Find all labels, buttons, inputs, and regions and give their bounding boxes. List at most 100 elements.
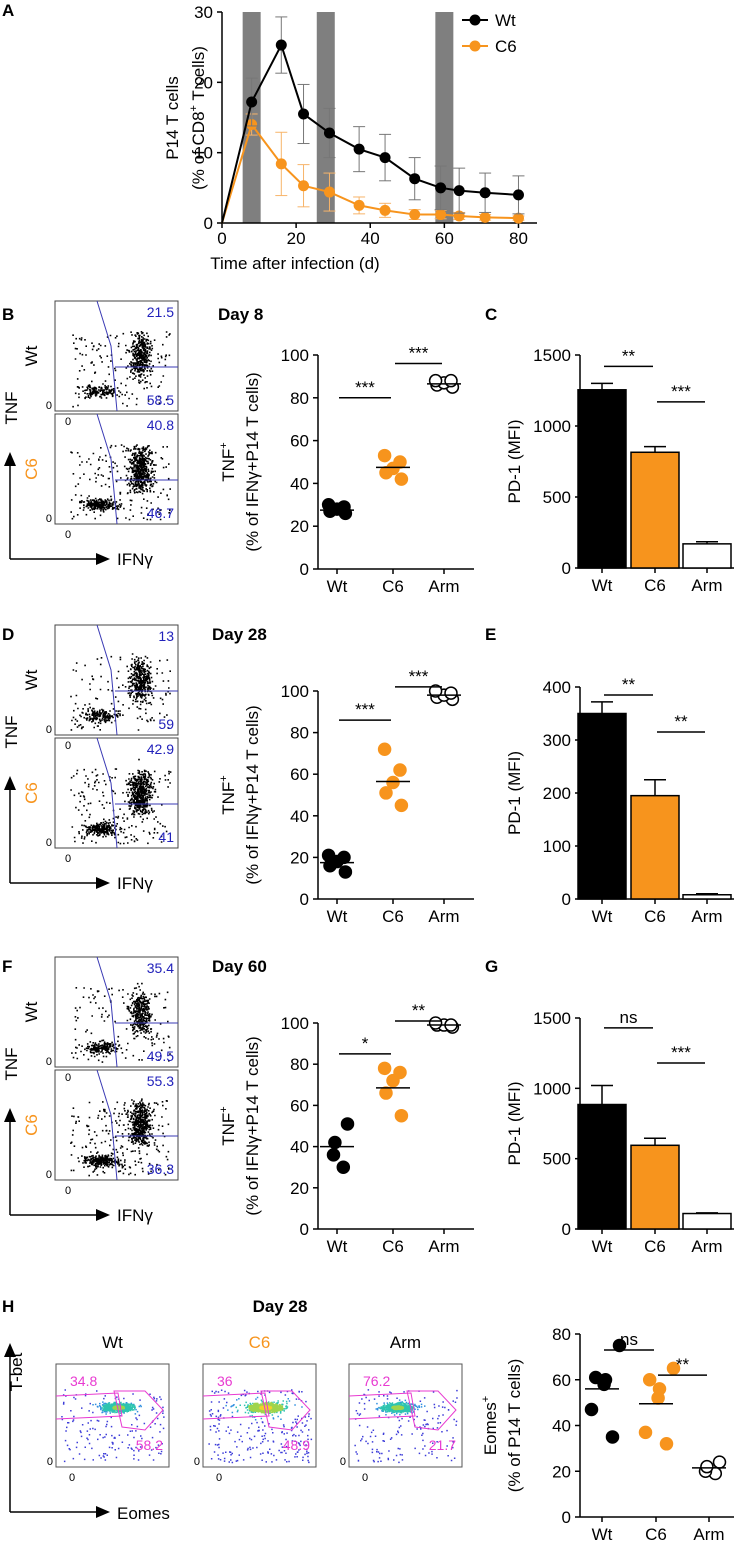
- dot-arm: [428, 684, 443, 698]
- x-tick-label-c6: C6: [644, 576, 666, 595]
- data-point-c6: [435, 209, 447, 221]
- row-label-c6: C6: [22, 1114, 41, 1136]
- axis-zero-y: 0: [46, 513, 52, 525]
- dot-c6: [386, 775, 400, 790]
- panel-label-h: H: [2, 1297, 14, 1316]
- flow-plot-c6: 42.9 41 0 0 C6: [22, 737, 179, 865]
- bar-arm: [682, 894, 732, 900]
- density-layer: [391, 1405, 405, 1411]
- dot-wt: [588, 1370, 603, 1385]
- dot-wt: [326, 1148, 341, 1162]
- quadrant-lower: 41: [158, 829, 174, 845]
- bar-wt: [577, 389, 627, 569]
- axis-zero-y: 0: [47, 1456, 53, 1468]
- y-axis-label-sup: +: [188, 105, 200, 111]
- panel-label-b: B: [2, 305, 14, 324]
- significance-label: **: [622, 346, 636, 365]
- y-tick-label: 1000: [533, 417, 571, 436]
- dot-c6: [394, 798, 409, 813]
- axis-zero-y: 0: [194, 1456, 200, 1468]
- legend: Wt C6: [462, 11, 517, 56]
- dot-c6: [666, 1361, 681, 1376]
- y-axis-label: PD-1 (MFI): [505, 751, 524, 835]
- legend-marker-wt: [469, 14, 481, 26]
- y-tick-label: 300: [543, 731, 571, 750]
- data-point-wt: [435, 182, 447, 194]
- axis-zero-y: 0: [46, 400, 52, 412]
- y-axis-label-line2: (% of CD8: [189, 111, 208, 189]
- dot-c6: [638, 1425, 653, 1440]
- panel-h-flow: H Day 28 Wt 34.8 58.2 0 0 C6 36 48.9 0 0 Arm 76.2 21…: [2, 1297, 463, 1523]
- plot-frame: [55, 1363, 170, 1468]
- x-tick-label-arm: Arm: [691, 907, 722, 926]
- significance-label: ***: [355, 378, 375, 397]
- x-tick-label-wt: Wt: [327, 907, 348, 926]
- y-tick-label: 200: [543, 784, 571, 803]
- gate-right-value: 58.2: [136, 1437, 163, 1453]
- y-axis-label-line2b: T cells): [189, 46, 208, 105]
- flow-events: [70, 758, 172, 845]
- axis-zero-x: 0: [65, 416, 71, 428]
- x-tick-label-arm: Arm: [691, 1237, 722, 1256]
- panel-label-f: F: [2, 957, 12, 976]
- gate-left-value: 34.8: [70, 1373, 97, 1389]
- y-tick-label: 30: [194, 3, 213, 22]
- x-axis-label: Eomes: [117, 1504, 170, 1523]
- x-tick-label-wt: Wt: [327, 1237, 348, 1256]
- y-axis-label: TNF: [2, 1047, 21, 1080]
- density-layer: [92, 1398, 142, 1417]
- dot-arm: [712, 1455, 727, 1469]
- y-tick-label: 20: [552, 1462, 571, 1481]
- quadrant-upper: 42.9: [147, 741, 174, 757]
- series-line-c6: [221, 122, 519, 224]
- density-layer: [208, 1389, 313, 1464]
- panel-a-axes: 0 20 40 60 80 0 10 20 30: [194, 3, 537, 248]
- quadrant-upper: 40.8: [147, 417, 174, 433]
- significance-label: ***: [409, 344, 429, 363]
- x-arrow-head: [96, 1506, 110, 1518]
- flow-plot-wt: 13 59 0 0 Wt: [22, 624, 179, 752]
- axis-zero-x: 0: [65, 853, 71, 865]
- significance-label: **: [622, 675, 636, 694]
- dot-wt: [328, 1135, 342, 1150]
- row-label-wt: Wt: [22, 345, 41, 366]
- flow-plot-wt: 21.5 58.5 0 0 Wt: [22, 300, 179, 428]
- panel-d-flow: D 13 59 0 0 Wt 42.9 41 0 0 C6 IFNγ TNF: [2, 624, 179, 893]
- day8-dotplot: Day 8 0 20 40 60 80 100 Wt C6 Arm *** *** TNF+ (% of …: [218, 305, 474, 596]
- significance-label: ***: [409, 667, 429, 686]
- data-point-wt: [512, 189, 524, 201]
- y-tick-label: 500: [543, 488, 571, 507]
- dot-c6: [642, 1373, 657, 1387]
- axis-zero-y: 0: [46, 837, 52, 849]
- gate-right-value: 48.9: [283, 1437, 310, 1453]
- significance-label: *: [362, 1034, 369, 1053]
- flow-plot-c6: 40.8 46.7 0 0 C6: [22, 413, 179, 541]
- gate-line: [96, 624, 118, 736]
- x-axis-label: Time after infection (d): [210, 254, 379, 273]
- y-tick-label: 80: [290, 724, 309, 743]
- dot-wt: [336, 1160, 351, 1174]
- significance-label: ns: [620, 1330, 638, 1349]
- dot-wt: [584, 1402, 599, 1417]
- legend-marker-c6: [469, 40, 481, 52]
- panel-b-flow: B 21.5 58.5 0 0 Wt 40.8 46.7 0 0 C6 IFNγ TNF: [2, 300, 179, 569]
- axis-zero-x: 0: [216, 1472, 222, 1484]
- dot-arm: [428, 373, 443, 388]
- x-tick-label-c6: C6: [644, 907, 666, 926]
- y-axis-label-line2: (% of IFNγ+P14 T cells): [243, 372, 262, 551]
- data-point-c6: [512, 212, 524, 224]
- y-tick-label: 100: [281, 346, 309, 365]
- y-tick-label: 80: [552, 1325, 571, 1344]
- axis-zero-y: 0: [340, 1456, 346, 1468]
- dot-wt: [340, 1117, 355, 1131]
- gate-line: [96, 956, 118, 1068]
- flow-events: [71, 982, 171, 1063]
- gate-left: [55, 1392, 123, 1420]
- x-tick-label-arm: Arm: [428, 1237, 459, 1256]
- x-tick-label-wt: Wt: [592, 1237, 613, 1256]
- x-tick-label: 60: [435, 229, 454, 248]
- y-tick-label: 60: [290, 765, 309, 784]
- gate-right-value: 21.7: [429, 1437, 456, 1453]
- bar-c6: [630, 1144, 680, 1230]
